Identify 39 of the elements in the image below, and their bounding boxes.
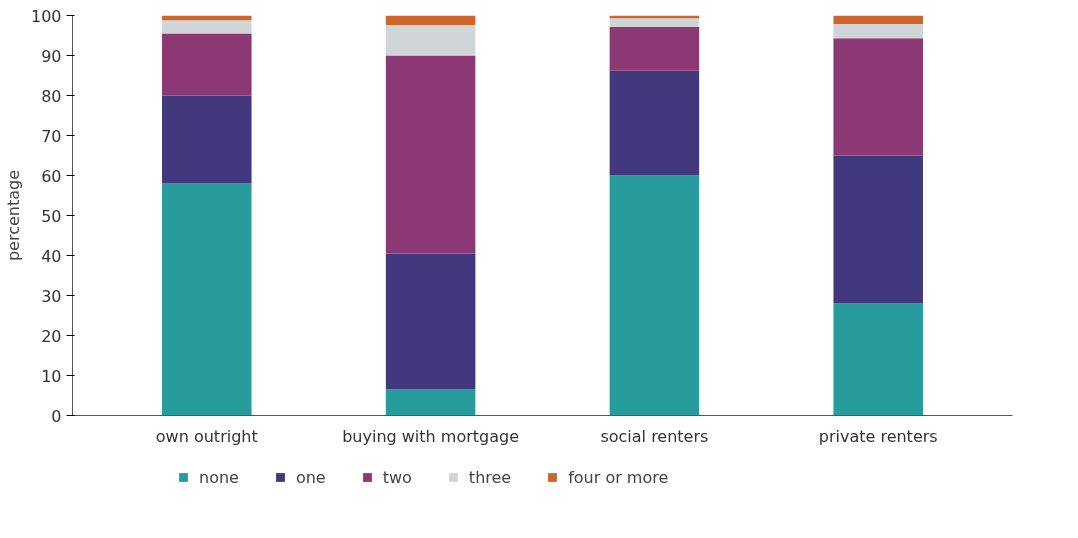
bar [833, 38, 923, 156]
bar [609, 27, 700, 71]
bar [609, 18, 700, 28]
bar [385, 15, 476, 26]
bar [833, 303, 923, 416]
x-tick-label: own outright [155, 426, 258, 446]
y-tick-label: 50 [41, 206, 62, 226]
bar [162, 20, 252, 34]
bar [385, 389, 476, 416]
bar [162, 183, 252, 416]
bar [162, 95, 252, 184]
y-tick-label: 90 [41, 46, 62, 66]
legend-label: one [295, 467, 326, 487]
bar [609, 175, 700, 416]
y-axis-title: percentage [3, 169, 23, 262]
y-tick-label: 100 [30, 6, 62, 26]
y-tick-label: 0 [51, 406, 62, 426]
bar [833, 23, 923, 39]
y-tick-label: 20 [41, 326, 62, 346]
y-tick-label: 40 [41, 246, 62, 266]
legend-label: four or more [568, 467, 669, 487]
legend-label: none [199, 467, 239, 487]
bar [385, 253, 476, 390]
bar [833, 15, 923, 24]
y-tick-label: 10 [41, 366, 62, 386]
bar [609, 70, 700, 176]
bar [385, 25, 476, 56]
y-tick-label: 60 [41, 166, 62, 186]
y-tick-label: 30 [41, 286, 62, 306]
bar [385, 55, 476, 254]
x-tick-label: private renters [818, 426, 938, 446]
bar [162, 33, 252, 96]
legend-label: three [468, 467, 512, 487]
x-tick-label: buying with mortgage [342, 426, 519, 446]
y-tick-label: 80 [41, 86, 62, 106]
bar [833, 155, 923, 304]
x-tick-label: social renters [600, 426, 709, 446]
legend-label: two [382, 467, 412, 487]
y-tick-label: 70 [41, 126, 62, 146]
